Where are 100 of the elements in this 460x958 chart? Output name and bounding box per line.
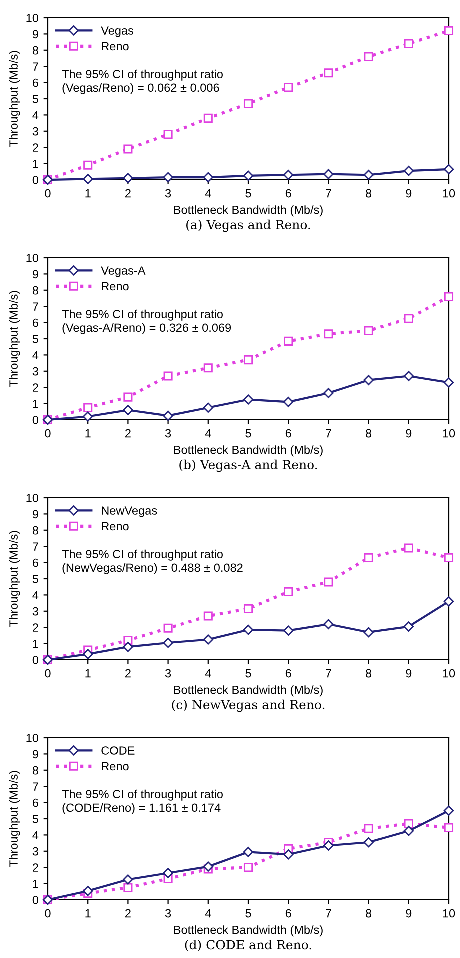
x-tick-label: 9 <box>406 669 412 678</box>
y-tick-label: 8 <box>32 46 38 55</box>
x-tick-label: 0 <box>45 189 51 198</box>
point <box>364 553 374 562</box>
x-tick-label: 2 <box>126 189 131 198</box>
point <box>444 378 454 388</box>
point <box>444 806 454 816</box>
point <box>164 624 173 633</box>
point <box>364 837 374 848</box>
y-tick-label: 9 <box>32 270 38 279</box>
x-tick-label: 9 <box>406 909 412 918</box>
annotation: The 95% CI of throughput ratio (Vegas-A/Reno) = 0.326 ± 0.069 <box>62 310 232 334</box>
y-tick-label: 0 <box>32 416 39 424</box>
legend-label: Vegas <box>101 26 134 38</box>
y-tick-label: 3 <box>32 847 38 856</box>
point <box>204 114 213 123</box>
x-axis-title: Bottleneck Bandwidth (Mb/s) <box>174 686 323 697</box>
point <box>244 604 254 614</box>
x-tick-label: 6 <box>286 909 292 918</box>
point <box>82 412 94 422</box>
x-tick-label: 3 <box>165 669 172 678</box>
point <box>123 405 134 416</box>
y-tick-label: 6 <box>33 798 38 808</box>
point <box>324 330 334 339</box>
point <box>283 170 294 180</box>
x-tick-label: 2 <box>126 909 131 918</box>
point <box>364 326 374 336</box>
y-tick-label: 1 <box>33 880 38 888</box>
point <box>364 375 374 386</box>
point <box>84 160 93 170</box>
point <box>203 402 214 413</box>
x-tick-label: 8 <box>366 909 372 918</box>
text: (d) CODE and Reno. <box>185 940 312 952</box>
x-tick-label: 1 <box>86 909 91 918</box>
y-tick-label: 4 <box>32 111 39 120</box>
x-tick-label: 7 <box>326 669 332 678</box>
y-tick-label: 9 <box>32 750 38 759</box>
point <box>284 83 294 92</box>
point <box>243 394 254 405</box>
point <box>244 99 254 108</box>
point <box>164 130 173 140</box>
point <box>163 638 174 648</box>
annotation: The 95% CI of throughput ratio (Vegas/Reno) = 0.062 ± 0.006 <box>62 70 223 94</box>
point <box>364 170 374 180</box>
y-tick-label: 10 <box>26 734 39 742</box>
point <box>243 847 254 858</box>
point <box>82 649 94 660</box>
y-tick-label: 5 <box>32 95 38 104</box>
point <box>444 823 454 832</box>
point <box>163 868 174 878</box>
legend-label: Reno <box>102 522 129 531</box>
point <box>404 39 414 48</box>
y-tick-label: 0 <box>32 656 39 664</box>
y-tick-label: 6 <box>33 78 38 88</box>
x-tick-label: 1 <box>86 669 91 678</box>
y-tick-label: 3 <box>32 607 38 616</box>
point <box>124 883 133 892</box>
y-tick-label: 6 <box>33 318 38 328</box>
x-tick-label: 5 <box>246 669 252 678</box>
y-tick-label: 5 <box>32 575 38 584</box>
x-tick-label: 6 <box>286 189 292 198</box>
legend-label: CODE <box>102 746 135 755</box>
y-tick-label: 1 <box>33 640 38 648</box>
point <box>163 410 174 422</box>
x-tick-label: 10 <box>443 909 456 918</box>
legend-label: NewVegas <box>102 506 158 518</box>
point <box>364 52 374 62</box>
x-tick-label: 8 <box>366 429 372 438</box>
point <box>404 826 414 836</box>
x-tick-label: 5 <box>246 909 252 918</box>
y-tick-label: 2 <box>33 384 38 392</box>
text: (a) Vegas and Reno. <box>186 220 310 232</box>
y-axis-title: Throughput (Mb/s) <box>9 771 20 868</box>
point <box>444 164 454 175</box>
point <box>163 172 174 183</box>
point <box>124 144 133 154</box>
annotation: The 95% CI of throughput ratio (CODE/Reno) = 1.161 ± 0.174 <box>62 790 223 814</box>
point <box>243 624 254 636</box>
x-tick-label: 6 <box>286 669 292 678</box>
y-tick-label: 10 <box>26 14 39 22</box>
point <box>124 392 133 402</box>
y-tick-label: 5 <box>32 335 38 344</box>
y-tick-label: 7 <box>33 302 38 311</box>
y-tick-label: 2 <box>33 864 38 872</box>
point <box>404 544 414 553</box>
x-tick-label: 1 <box>86 189 91 198</box>
y-tick-label: 9 <box>32 30 38 39</box>
point <box>244 863 254 872</box>
x-tick-label: 9 <box>406 429 412 438</box>
y-tick-label: 0 <box>32 896 39 904</box>
x-tick-label: 0 <box>45 909 51 918</box>
point <box>82 886 94 896</box>
legend-label: Reno <box>102 762 129 771</box>
x-tick-label: 0 <box>45 669 51 678</box>
point <box>204 364 213 373</box>
point <box>404 371 414 382</box>
point <box>404 622 414 632</box>
y-tick-label: 2 <box>33 144 38 152</box>
y-tick-label: 5 <box>32 815 38 824</box>
y-tick-label: 0 <box>32 176 39 184</box>
